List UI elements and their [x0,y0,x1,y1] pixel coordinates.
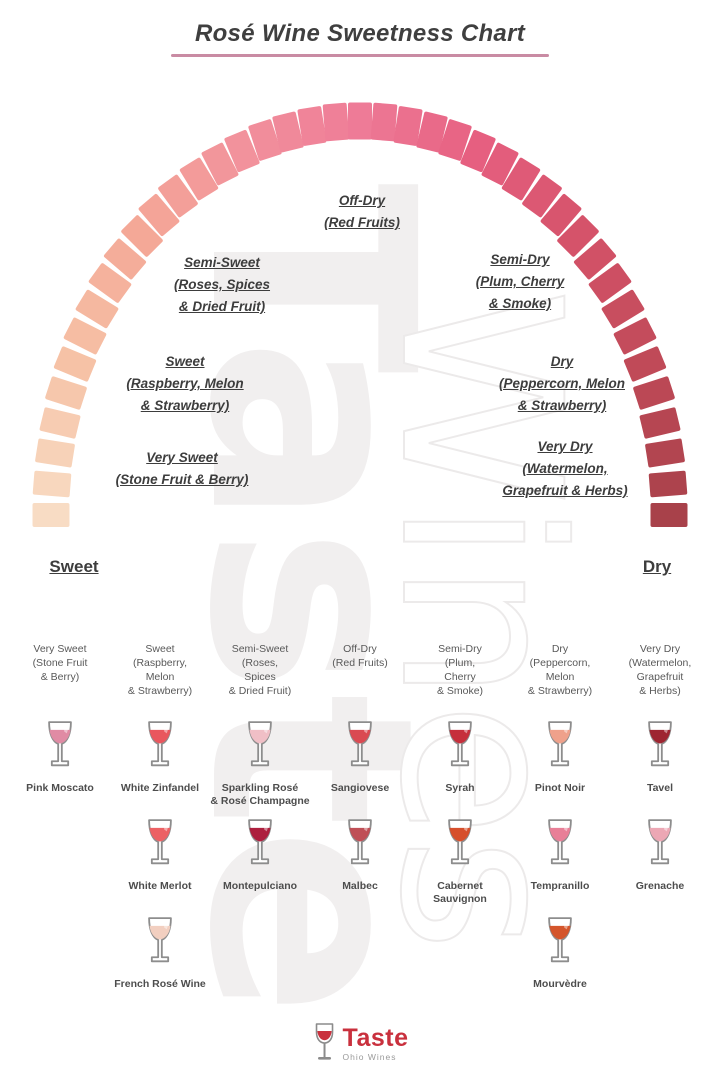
wine-item: French Rosé Wine [114,916,206,1014]
column-header: Semi-Sweet (Roses, Spices & Dried Fruit) [228,643,292,697]
wine-glass-icon [348,819,372,865]
wine-item: Grenache [636,818,684,916]
wine-item: Malbec [340,818,380,916]
gauge-label-dry: Dry (Peppercorn, Melon & Strawberry) [498,354,626,413]
wine-column: Semi-Dry (Plum, Cherry & Smoke) Syrah Ca… [410,642,510,1014]
gauge-segment [632,376,676,411]
wine-name: White Zinfandel [120,782,200,794]
wine-column: Off-Dry (Red Fruits) Sangiovese Malbec [310,642,410,1014]
wine-glass-icon [348,721,372,767]
wine-item: Tavel [640,720,680,818]
wine-glass-icon [548,721,572,767]
wine-item: Syrah [440,720,480,818]
gauge-segment [348,102,372,140]
wine-column: Semi-Sweet (Roses, Spices & Dried Fruit)… [210,642,310,1014]
wine-name: Grenache [635,880,685,892]
wine-name: Syrah [445,782,475,794]
gauge-segment [648,470,688,498]
wine-glass-icon [148,721,172,767]
gauge-arc [32,102,688,527]
wine-name: Cabernet Sauvignon [433,880,487,905]
gauge-label-sweet: Sweet (Raspberry, Melon & Strawberry) [126,354,244,413]
wine-glass-icon [648,721,672,767]
column-header: Off-Dry (Red Fruits) [332,643,388,669]
wine-glass-icon [648,819,672,865]
wine-glass-icon [548,819,572,865]
wine-item: Mourvèdre [533,916,587,1014]
page-title: Rosé Wine Sweetness Chart [194,20,526,47]
brand-logo: Taste Ohio Wines [312,1022,409,1066]
gauge-segment [645,438,686,469]
wine-column: Very Sweet (Stone Fruit & Berry) Pink Mo… [10,642,110,1014]
logo-brand: Taste [342,1024,409,1053]
logo-text: Taste Ohio Wines [343,1026,409,1062]
column-header: Semi-Dry (Plum, Cherry & Smoke) [436,643,484,697]
wine-name: French Rosé Wine [114,978,206,990]
wine-glass-icon [148,917,172,963]
wine-item: Tempranillo [530,818,590,916]
header: Rosé Wine Sweetness Chart [0,20,720,57]
wine-name: Tavel [646,782,674,794]
wine-item: Montepulciano [223,818,297,916]
gauge-segment [38,407,81,440]
wine-name: Tempranillo [530,880,590,892]
gauge-segment [44,376,88,411]
gauge-end-dry: Dry [642,557,672,576]
wine-name: Pink Moscato [26,782,94,794]
gauge-end-sweet: Sweet [49,557,99,576]
wine-item: Pink Moscato [26,720,94,818]
gauge-segment [296,105,327,146]
gauge-label-very-sweet: Very Sweet (Stone Fruit & Berry) [115,450,249,487]
wine-glass-icon [248,819,272,865]
wine-glass-icon [148,819,172,865]
column-header: Dry (Peppercorn, Melon & Strawberry) [527,643,593,697]
column-header: Very Dry (Watermelon, Grapefruit & Herbs… [628,643,692,697]
wine-glass-icon [548,917,572,963]
wine-glass-icon [448,721,472,767]
wine-name: Montepulciano [222,880,298,892]
wine-item: White Merlot [129,818,192,916]
gauge-label-semi-dry: Semi-Dry (Plum, Cherry & Smoke) [475,252,565,311]
column-header: Very Sweet (Stone Fruit & Berry) [32,643,88,683]
wine-item: Pinot Noir [535,720,585,818]
gauge-segment [650,503,688,527]
gauge-segment [32,470,72,498]
wine-item: Cabernet Sauvignon [410,818,510,916]
wine-item: Sangiovese [331,720,389,818]
gauge-label-semi-sweet: Semi-Sweet (Roses, Spices & Dried Fruit) [173,255,271,314]
wine-glass-icon [248,721,272,767]
wine-name: Malbec [342,880,378,892]
wine-item: White Zinfandel [121,720,199,818]
wine-grid: Very Sweet (Stone Fruit & Berry) Pink Mo… [10,642,710,1014]
wine-column: Very Dry (Watermelon, Grapefruit & Herbs… [610,642,710,1014]
logo-subtitle: Ohio Wines [342,1052,397,1063]
wine-name: White Merlot [128,880,192,892]
gauge-label-very-dry: Very Dry (Watermelon, Grapefruit & Herbs… [502,439,628,498]
title-underline [171,54,549,57]
gauge-segment [322,102,350,142]
wine-name: Sparkling Rosé & Rosé Champagne [210,782,310,807]
wine-column: Sweet (Raspberry, Melon & Strawberry) Wh… [110,642,210,1014]
logo-wine-glass-icon [315,1023,334,1060]
wine-glass-icon [48,721,72,767]
gauge-label-off-dry: Off-Dry (Red Fruits) [324,193,400,230]
wine-name: Mourvèdre [533,978,587,990]
gauge-segment [34,438,75,469]
wine-glass-icon [448,819,472,865]
gauge-segment [32,503,70,527]
column-header: Sweet (Raspberry, Melon & Strawberry) [127,643,193,697]
wine-name: Sangiovese [330,782,390,794]
wine-item: Sparkling Rosé & Rosé Champagne [210,720,310,818]
wine-name: Pinot Noir [534,782,586,794]
wine-column: Dry (Peppercorn, Melon & Strawberry) Pin… [510,642,610,1014]
gauge-segment [639,407,682,440]
